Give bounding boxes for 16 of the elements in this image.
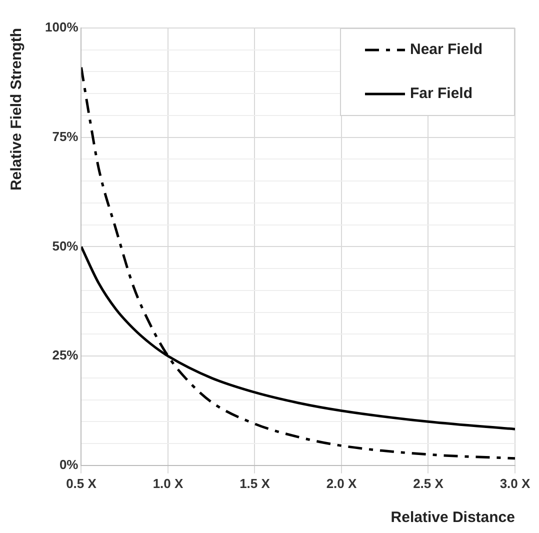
- x-axis-title: Relative Distance: [390, 509, 515, 526]
- x-tick-label: 2.5 X: [413, 476, 444, 491]
- line-series: [81, 66, 515, 460]
- x-tick-label: 1.0 X: [152, 476, 184, 491]
- y-tick-label: 100%: [45, 20, 79, 35]
- x-tick-label: 3.0 X: [500, 476, 531, 491]
- legend-label: Near Field: [410, 41, 483, 58]
- y-tick-label: 75%: [52, 128, 79, 144]
- y-tick-label: 0%: [59, 456, 79, 472]
- x-tick-label: 1.5 X: [240, 476, 270, 491]
- y-tick-label: 50%: [52, 238, 79, 254]
- y-tick-label: 25%: [52, 348, 79, 363]
- legend-label: Far Field: [410, 85, 473, 102]
- x-tick-label: 0.5 X: [66, 476, 97, 491]
- x-tick-label: 2.0 X: [326, 476, 358, 491]
- y-axis-title: Relative Field Strength: [8, 28, 26, 191]
